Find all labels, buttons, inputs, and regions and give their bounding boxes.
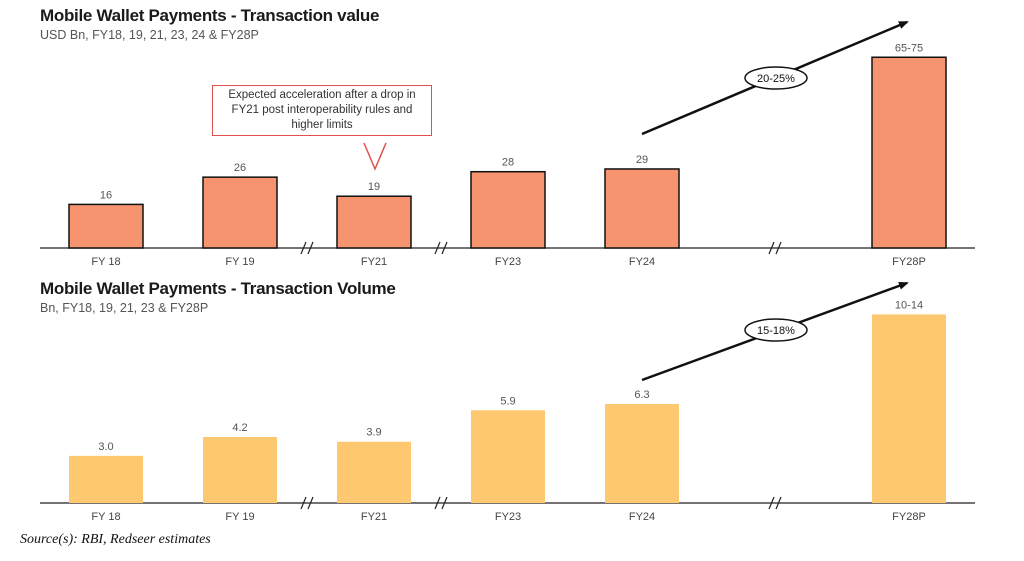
x-tick-label-1: FY 19 [225,256,254,268]
bar-4 [604,168,680,249]
data-label-2: 3.9 [366,427,381,439]
bar-3 [470,170,546,249]
callout-annotation: Expected acceleration after a drop in FY… [212,85,432,136]
growth-badge [744,318,808,342]
axis-break-0 [307,241,314,255]
data-label-4: 29 [636,154,648,166]
data-label-4: 6.3 [634,389,649,401]
axis-break-0 [300,241,307,255]
growth-label: 15-18% [757,325,795,337]
x-tick-label-0: FY 18 [91,511,120,523]
x-tick-label-5: FY28P [892,256,926,268]
growth-label: 20-25% [757,73,795,85]
callout-pointer [363,142,387,171]
bar-4 [605,404,679,503]
chart-subtitle: Bn, FY18, 19, 21, 23 & FY28P [40,301,209,315]
data-label-5: 10-14 [895,299,923,311]
bar-5 [871,56,947,249]
axis-break-0 [300,496,307,510]
data-label-5: 65-75 [895,42,923,54]
x-tick-label-3: FY23 [495,511,521,523]
axis-break-2 [775,496,782,510]
axis-break-0 [307,496,314,510]
growth-badge [744,66,808,90]
axis-break-1 [434,241,441,255]
x-tick-label-4: FY24 [629,256,655,268]
x-tick-label-1: FY 19 [225,511,254,523]
x-tick-label-5: FY28P [892,511,926,523]
axis-break-1 [441,496,448,510]
x-tick-label-4: FY24 [629,511,655,523]
data-label-0: 16 [100,189,112,201]
x-tick-label-3: FY23 [495,256,521,268]
axis-break-2 [775,241,782,255]
data-label-3: 28 [502,157,514,169]
bar-1 [202,176,278,249]
data-label-1: 4.2 [232,422,247,434]
x-tick-label-0: FY 18 [91,256,120,268]
axis-break-2 [768,241,775,255]
value-chart-svg: 16 FY 18 26 FY 19 19 FY21 28 FY23 29 FY24 65-75 FY2… [40,20,975,268]
transaction-value-chart: Mobile Wallet Payments - Transaction val… [0,0,1024,280]
bar-2 [337,441,411,503]
chart-title: Mobile Wallet Payments - Transaction Vol… [40,279,396,298]
axis-break-2 [768,496,775,510]
data-label-1: 26 [234,162,246,174]
bar-5 [872,314,946,503]
data-label-0: 3.0 [98,441,113,453]
axis-break-1 [434,496,441,510]
bar-0 [69,455,143,503]
chart-title: Mobile Wallet Payments - Transaction val… [40,6,380,25]
source-note: Source(s): RBI, Redseer estimates [20,532,211,547]
transaction-volume-chart: Mobile Wallet Payments - Transaction Vol… [0,278,1024,528]
data-label-3: 5.9 [500,395,515,407]
bar-2 [336,195,412,249]
bar-1 [203,437,277,503]
x-tick-label-2: FY21 [361,256,387,268]
axis-break-1 [441,241,448,255]
x-tick-label-2: FY21 [361,511,387,523]
bar-3 [471,410,545,503]
chart-subtitle: USD Bn, FY18, 19, 21, 23, 24 & FY28P [40,28,259,42]
bar-0 [68,203,144,249]
data-label-2: 19 [368,181,380,193]
volume-chart-svg: 3.0 FY 18 4.2 FY 19 3.9 FY21 5.9 FY23 6.3 FY24 10-… [40,281,975,523]
